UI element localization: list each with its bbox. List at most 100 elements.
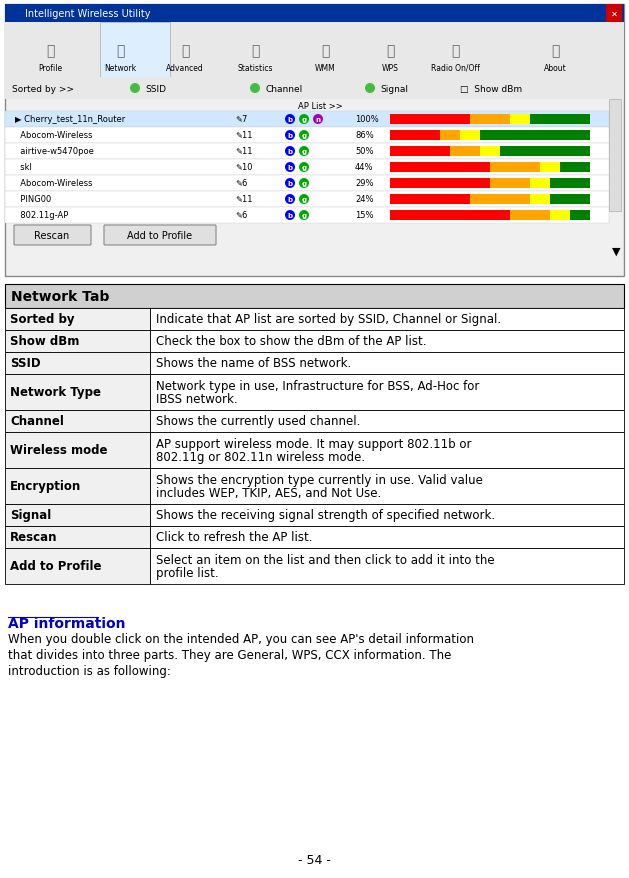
Bar (5, 308, 150, 330)
Bar (550, 211, 570, 220)
FancyBboxPatch shape (14, 226, 91, 246)
Bar (150, 468, 624, 504)
Text: Show dBm: Show dBm (10, 335, 79, 348)
Bar (5, 352, 150, 374)
Text: Sorted by: Sorted by (10, 313, 74, 326)
Text: 100%: 100% (355, 115, 379, 125)
Bar (5, 176, 609, 191)
Text: b: b (287, 181, 292, 187)
Bar (5, 191, 609, 208)
Text: 86%: 86% (355, 132, 374, 140)
Text: Advanced: Advanced (166, 63, 204, 72)
Bar (606, 5, 622, 23)
Text: Wireless mode: Wireless mode (10, 444, 108, 457)
Text: g: g (301, 133, 306, 139)
Text: Rescan: Rescan (10, 531, 57, 543)
FancyBboxPatch shape (104, 226, 216, 246)
Text: ✎10: ✎10 (235, 163, 252, 172)
Bar (5, 78, 624, 100)
Circle shape (299, 195, 309, 205)
Bar (570, 211, 590, 220)
Text: Statistics: Statistics (237, 63, 273, 72)
Text: ⬛: ⬛ (46, 44, 54, 58)
Bar (390, 195, 470, 205)
Text: ⬛: ⬛ (386, 44, 394, 58)
Circle shape (285, 131, 295, 140)
Circle shape (285, 179, 295, 189)
Text: Sorted by >>: Sorted by >> (12, 84, 74, 93)
Bar (150, 330, 624, 352)
Bar (5, 432, 150, 468)
Text: Profile: Profile (38, 63, 62, 72)
Bar (150, 548, 624, 584)
Text: ▶ Cherry_test_11n_Router: ▶ Cherry_test_11n_Router (15, 115, 125, 125)
Text: Rescan: Rescan (35, 231, 70, 241)
Text: ⬛: ⬛ (321, 44, 329, 58)
Text: introduction is as following:: introduction is as following: (8, 664, 171, 677)
Text: ✕: ✕ (611, 10, 618, 18)
Bar (560, 162, 590, 173)
Text: Shows the currently used channel.: Shows the currently used channel. (157, 415, 361, 428)
Circle shape (299, 147, 309, 157)
Bar (490, 162, 540, 173)
Text: Radio On/Off: Radio On/Off (431, 63, 479, 72)
Text: IBSS network.: IBSS network. (157, 392, 238, 406)
Text: ⬛: ⬛ (551, 44, 559, 58)
Text: g: g (301, 165, 306, 171)
Text: skl: skl (15, 163, 32, 172)
Bar (550, 195, 590, 205)
Text: 44%: 44% (355, 163, 374, 172)
Bar (470, 195, 530, 205)
Text: Add to Profile: Add to Profile (10, 560, 101, 572)
Text: 802.11g-AP: 802.11g-AP (15, 212, 69, 220)
Bar (390, 147, 450, 157)
Text: SSID: SSID (145, 84, 166, 93)
Text: ⬛: ⬛ (116, 44, 124, 58)
Circle shape (250, 84, 260, 94)
Text: ⬛: ⬛ (451, 44, 459, 58)
Text: Add to Profile: Add to Profile (128, 231, 192, 241)
Bar (450, 147, 480, 157)
Text: ✎6: ✎6 (235, 179, 247, 188)
Text: ▼: ▼ (612, 247, 620, 256)
Text: Signal: Signal (10, 509, 51, 522)
Text: n: n (316, 117, 321, 123)
Text: airtive-w5470poe: airtive-w5470poe (15, 148, 94, 156)
Text: PING00: PING00 (15, 195, 51, 205)
Text: b: b (287, 149, 292, 155)
Text: g: g (301, 197, 306, 203)
Text: includes WEP, TKIP, AES, and Not Use.: includes WEP, TKIP, AES, and Not Use. (157, 486, 382, 500)
Bar (480, 131, 590, 140)
Text: Select an item on the list and then click to add it into the: Select an item on the list and then clic… (157, 553, 495, 566)
Text: Click to refresh the AP list.: Click to refresh the AP list. (157, 531, 313, 543)
Text: Signal: Signal (380, 84, 408, 93)
Bar (5, 548, 150, 584)
Text: WMM: WMM (314, 63, 335, 72)
Text: Channel: Channel (265, 84, 303, 93)
Circle shape (285, 195, 295, 205)
Text: b: b (287, 212, 292, 219)
Bar (5, 468, 150, 504)
Bar (550, 179, 590, 189)
Bar (460, 131, 480, 140)
Text: b: b (287, 133, 292, 139)
Text: 15%: 15% (355, 212, 374, 220)
Text: g: g (301, 149, 306, 155)
Circle shape (299, 115, 309, 125)
Circle shape (313, 115, 323, 125)
Text: ⬛: ⬛ (251, 44, 259, 58)
Text: Network Tab: Network Tab (11, 290, 109, 304)
Bar (150, 374, 624, 410)
Text: AP information: AP information (8, 616, 126, 630)
Text: g: g (301, 212, 306, 219)
Bar (150, 410, 624, 432)
Bar (440, 131, 460, 140)
Bar (5, 208, 609, 224)
Circle shape (365, 84, 375, 94)
Bar (5, 144, 609, 160)
Bar (150, 308, 624, 330)
Bar (480, 147, 500, 157)
Text: AP List >>: AP List >> (298, 101, 342, 111)
Text: 802.11g or 802.11n wireless mode.: 802.11g or 802.11n wireless mode. (157, 450, 365, 464)
Bar (530, 179, 550, 189)
